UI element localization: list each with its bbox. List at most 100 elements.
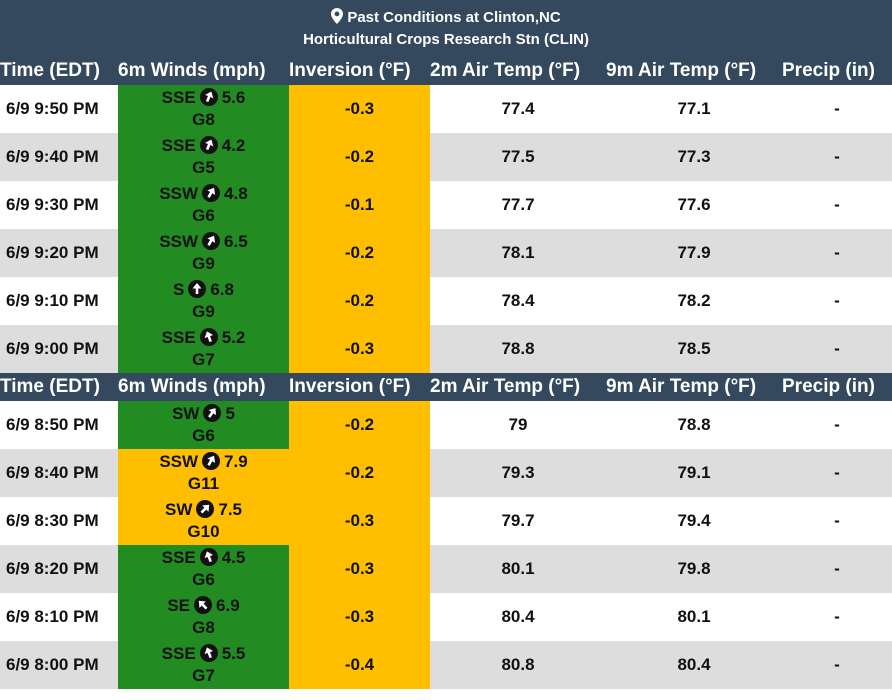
column-header[interactable]: Inversion (°F) [289,373,430,401]
wind-direction: SSE [161,136,196,155]
precip-cell: - [782,641,892,689]
wind-speed: 6.9 [216,596,240,615]
wind-cell: SW 7.5 G10 [118,497,289,545]
wind-speed: 6.8 [210,280,234,299]
wind-gust: G8 [192,110,215,129]
air-temp-9m-cell: 77.3 [606,133,782,181]
column-header[interactable]: Precip (in) [782,373,892,401]
inversion-cell: -0.2 [289,277,430,325]
column-header[interactable]: Time (EDT) [0,57,118,85]
air-temp-9m-cell: 78.5 [606,325,782,373]
wind-gust: G6 [192,426,215,445]
wind-speed: 5 [225,404,235,423]
precip-cell: - [782,449,892,497]
precip-cell: - [834,511,840,530]
column-header[interactable]: Inversion (°F) [289,57,430,85]
column-header[interactable]: 6m Winds (mph) [118,373,289,401]
wind-gust: G5 [192,158,215,177]
wind-speed: 6.5 [224,232,248,251]
air-temp-9m-cell: 78.2 [677,291,711,310]
wind-cell: S 6.8 G9 [118,277,289,325]
inversion-cell: -0.3 [289,325,430,373]
air-temp-2m-cell: 77.5 [430,133,606,181]
time-cell: 6/9 9:30 PM [6,195,99,214]
column-header[interactable]: Time (EDT) [0,373,118,401]
wind-direction: SSE [161,328,196,347]
time-cell: 6/9 9:10 PM [6,291,99,310]
wind-gust: G6 [192,206,215,225]
table-row: 6/9 8:20 PM SSE 4.5 G6 -0.3 80.1 79.8- [0,545,892,593]
air-temp-2m-cell: 77.4 [501,99,535,118]
air-temp-2m-cell: 79.7 [501,511,535,530]
wind-arrow-icon [202,232,221,250]
table-header-row: Time (EDT) 6m Winds (mph) Inversion (°F) 2m… [0,57,892,85]
wind-cell: SSE 4.2 G5 [118,133,289,181]
wind-arrow-icon [199,136,218,154]
inversion-cell: -0.3 [289,593,430,641]
wind-speed: 4.2 [221,136,246,155]
wind-direction: SSE [161,644,196,663]
air-temp-9m-cell: 79.4 [677,511,711,530]
precip-cell: - [782,325,892,373]
air-temp-9m-cell: 77.9 [606,229,782,277]
time-cell: 6/9 9:40 PM [0,133,118,181]
column-header[interactable]: Precip (in) [782,57,892,85]
wind-direction: SSE [161,88,196,107]
wind-direction: SSW [159,452,199,471]
wind-cell: SSE 5.5 G7 [118,641,289,689]
table-row: 6/9 9:10 PM S 6.8 G9 -0.2 78.4 78.2 - [0,277,892,325]
wind-arrow-icon [203,404,222,422]
inversion-cell: -0.3 [289,545,430,593]
wind-speed: 7.9 [224,452,248,471]
wind-gust: G9 [192,302,215,321]
inversion-cell: -0.2 [289,133,430,181]
wind-cell: SSW 4.8 G6 [118,181,289,229]
wind-direction: SSE [161,548,196,567]
precip-cell: - [782,545,892,593]
wind-direction: SSW [159,232,199,251]
wind-cell: SSW 6.5 G9 [118,229,289,277]
column-header[interactable]: 2m Air Temp (°F) [430,57,606,85]
wind-arrow-icon [202,184,221,202]
wind-cell: SSE 5.2 G7 [118,325,289,373]
precip-cell: - [834,291,840,310]
wind-gust: G7 [192,350,215,369]
time-cell: 6/9 8:00 PM [0,641,118,689]
table-row: 6/9 8:10 PM SE 6.9 G8 -0.3 80.4 80.1 - [0,593,892,641]
wind-direction: SW [172,404,200,423]
wind-speed: 5.6 [221,88,246,107]
air-temp-9m-cell: 78.8 [677,415,711,434]
air-temp-2m-cell: 78.4 [501,291,535,310]
air-temp-2m-cell: 79 [508,415,528,434]
air-temp-2m-cell: 80.4 [501,607,535,626]
column-header[interactable]: 9m Air Temp (°F) [606,57,782,85]
inversion-cell: -0.2 [289,401,430,449]
wind-gust: G9 [192,254,215,273]
wind-arrow-icon [199,644,218,662]
time-cell: 6/9 8:50 PM [6,415,99,434]
table-row: 6/9 8:50 PM SW 5 G6 -0.2 79 78.8 - [0,401,892,449]
air-temp-2m-cell: 80.1 [430,545,606,593]
air-temp-2m-cell: 77.7 [501,195,535,214]
air-temp-9m-cell: 77.6 [677,195,711,214]
time-cell: 6/9 8:10 PM [6,607,99,626]
wind-gust: G7 [192,666,215,685]
inversion-cell: -0.3 [289,497,430,545]
wind-cell: SE 6.9 G8 [118,593,289,641]
column-header[interactable]: 6m Winds (mph) [118,57,289,85]
air-temp-2m-cell: 79.3 [430,449,606,497]
column-header[interactable]: 2m Air Temp (°F) [430,373,606,401]
table-row: 6/9 8:30 PM SW 7.5 G10 -0.3 79.7 79.4 - [0,497,892,545]
air-temp-2m-cell: 78.8 [430,325,606,373]
table-row: 6/9 9:00 PM SSE 5.2 G7 -0.3 78.8 78.5- [0,325,892,373]
column-header[interactable]: 9m Air Temp (°F) [606,373,782,401]
table-row: 6/9 9:30 PM SSW 4.8 G6 -0.1 77.7 77.6 - [0,181,892,229]
inversion-cell: -0.1 [289,181,430,229]
precip-cell: - [834,99,840,118]
precip-cell: - [834,195,840,214]
time-cell: 6/9 9:00 PM [0,325,118,373]
table-row: 6/9 9:50 PM SSE 5.6 G8 -0.3 77.4 77.1 - [0,85,892,133]
wind-arrow-icon [199,328,218,346]
air-temp-9m-cell: 79.8 [606,545,782,593]
table-row: 6/9 8:00 PM SSE 5.5 G7 -0.4 80.8 80.4- [0,641,892,689]
